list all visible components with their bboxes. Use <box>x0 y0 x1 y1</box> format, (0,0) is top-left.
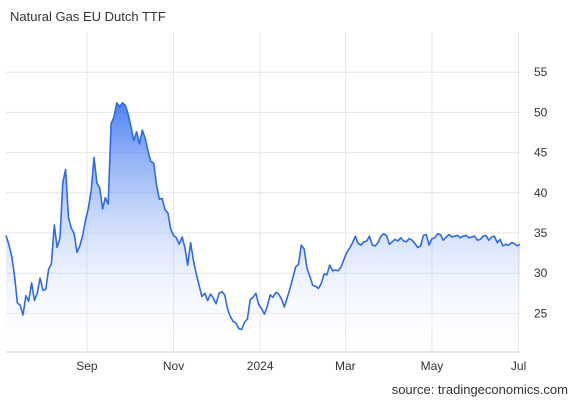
x-axis: Sep Nov 2024 Mar May Jul <box>76 359 526 373</box>
y-tick-label: 30 <box>534 266 548 280</box>
series-line <box>5 102 521 331</box>
y-tick-label: 55 <box>534 65 548 79</box>
source-label: source: tradingeconomics.com <box>391 382 568 397</box>
x-tick-label: Nov <box>163 359 184 373</box>
y-tick-label: 40 <box>534 186 548 200</box>
x-tick-label: 2024 <box>247 359 274 373</box>
y-tick-label: 50 <box>534 105 548 119</box>
x-tick-label: Jul <box>511 359 526 373</box>
y-axis: 25 30 35 40 45 50 55 <box>534 65 548 320</box>
x-tick-label: May <box>421 359 444 373</box>
x-tick-label: Sep <box>76 359 98 373</box>
x-tick-label: Mar <box>335 359 356 373</box>
y-tick-label: 25 <box>534 306 548 320</box>
series-area <box>6 102 520 352</box>
chart-title: Natural Gas EU Dutch TTF <box>10 9 166 24</box>
area-layer <box>5 102 521 352</box>
y-tick-label: 45 <box>534 146 548 160</box>
y-tick-label: 35 <box>534 226 548 240</box>
